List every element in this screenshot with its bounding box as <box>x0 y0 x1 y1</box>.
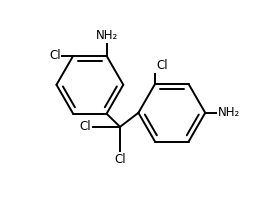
Text: NH₂: NH₂ <box>95 29 118 42</box>
Text: Cl: Cl <box>49 49 61 62</box>
Text: Cl: Cl <box>114 153 126 166</box>
Text: Cl: Cl <box>80 120 92 133</box>
Text: NH₂: NH₂ <box>218 106 240 119</box>
Text: Cl: Cl <box>156 59 168 72</box>
